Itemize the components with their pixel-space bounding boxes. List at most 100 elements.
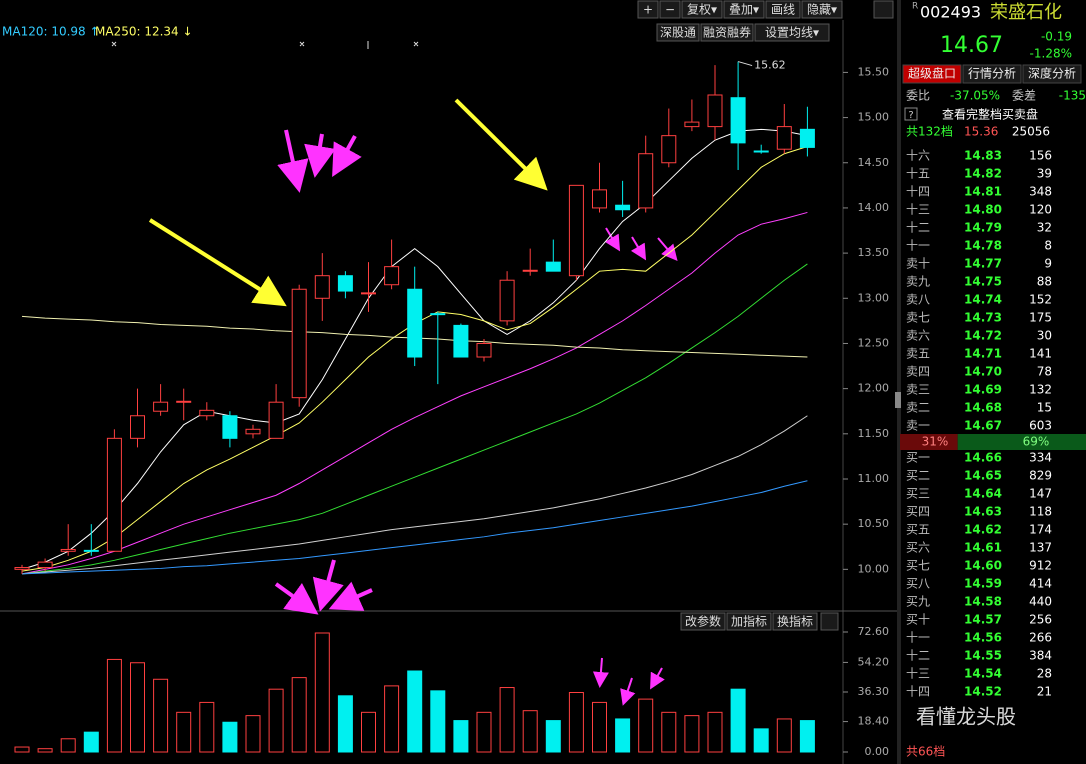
chart-button-label[interactable]: 融资融券 bbox=[703, 25, 751, 40]
volume-bar bbox=[153, 678, 169, 753]
volume-bar bbox=[799, 720, 815, 753]
level-price: 14.74 bbox=[964, 293, 1002, 307]
indicator-button[interactable] bbox=[772, 612, 818, 631]
level-volume: 175 bbox=[1029, 311, 1052, 325]
level-price: 14.79 bbox=[964, 221, 1002, 235]
level-volume: 21 bbox=[1037, 685, 1052, 699]
tab[interactable] bbox=[902, 64, 962, 84]
level-price: 14.81 bbox=[964, 185, 1002, 199]
candle-body bbox=[130, 415, 145, 439]
candle-body bbox=[37, 561, 53, 569]
splitter-handle[interactable] bbox=[895, 392, 901, 408]
level-price: 14.68 bbox=[964, 401, 1002, 415]
candle-body bbox=[291, 288, 307, 399]
level-volume: 912 bbox=[1029, 559, 1052, 573]
diff: -135 bbox=[1059, 89, 1086, 103]
candle-body bbox=[268, 401, 284, 439]
level-label: 买一 bbox=[906, 451, 930, 465]
level-volume: 440 bbox=[1029, 595, 1052, 609]
level-price: 14.71 bbox=[964, 347, 1002, 361]
ma-line bbox=[21, 263, 808, 575]
toolbar-button[interactable] bbox=[637, 0, 659, 19]
toolbar-button-label[interactable]: 画线 bbox=[771, 3, 795, 17]
indicator-button-label[interactable]: 改参数 bbox=[685, 614, 721, 629]
tab-label[interactable]: 深度分析 bbox=[1028, 66, 1076, 81]
tab-label[interactable]: 行情分析 bbox=[968, 67, 1016, 81]
split-bar bbox=[957, 434, 1086, 450]
annotation-pointer bbox=[737, 61, 753, 67]
change-pct: -1.28% bbox=[1030, 47, 1072, 61]
volume-bar bbox=[661, 711, 677, 753]
level-label: 十二 bbox=[906, 221, 930, 235]
level-volume: 30 bbox=[1037, 329, 1052, 343]
help-icon[interactable] bbox=[904, 107, 918, 121]
high-annotation: 15.62 bbox=[754, 59, 786, 72]
level-volume: 132 bbox=[1029, 383, 1052, 397]
level-price: 14.69 bbox=[964, 383, 1002, 397]
candle-body bbox=[430, 313, 446, 316]
level-price: 14.52 bbox=[964, 685, 1002, 699]
toolbar-button-label[interactable]: + bbox=[643, 3, 653, 17]
y-tick-label: 11.00 bbox=[858, 472, 890, 485]
indicator-button[interactable] bbox=[726, 612, 772, 631]
indicator-button[interactable] bbox=[680, 612, 726, 631]
toolbar-button-label[interactable]: 隐藏▾ bbox=[807, 3, 837, 17]
full-book-link[interactable]: 查看完整档买卖盘 bbox=[942, 107, 1038, 122]
expand-button[interactable] bbox=[873, 0, 894, 19]
ma-line bbox=[21, 480, 808, 575]
chart-button-label[interactable]: 设置均线▾ bbox=[765, 26, 819, 40]
level-price: 14.56 bbox=[964, 631, 1002, 645]
toolbar-button-label[interactable]: 复权▾ bbox=[687, 3, 717, 17]
volume-bar bbox=[176, 711, 192, 753]
toolbar-button[interactable] bbox=[659, 0, 681, 19]
level-volume: 118 bbox=[1029, 505, 1052, 519]
level-volume: 266 bbox=[1029, 631, 1052, 645]
volume-bar bbox=[707, 711, 723, 753]
level-volume: 88 bbox=[1037, 275, 1052, 289]
level-price: 14.77 bbox=[964, 257, 1002, 271]
chart-button[interactable] bbox=[700, 23, 754, 42]
split-bar bbox=[900, 434, 958, 450]
toolbar-button[interactable] bbox=[723, 0, 765, 19]
toolbar-button[interactable] bbox=[801, 0, 843, 19]
candle-body bbox=[545, 261, 561, 272]
tab[interactable] bbox=[1022, 64, 1082, 84]
y-tick-label: 54.20 bbox=[858, 655, 890, 668]
level-price: 14.82 bbox=[964, 167, 1002, 181]
indicator-button-label[interactable]: 换指标 bbox=[777, 614, 813, 629]
volume-bar bbox=[60, 738, 76, 753]
tab[interactable] bbox=[962, 64, 1022, 84]
toolbar-button[interactable] bbox=[765, 0, 801, 19]
level-label: 卖六 bbox=[906, 329, 930, 343]
toolbar-button[interactable] bbox=[681, 0, 723, 19]
level-volume: 147 bbox=[1029, 487, 1052, 501]
level-label: 买三 bbox=[906, 487, 930, 501]
level-label: 十四 bbox=[906, 185, 930, 199]
indicator-button-label[interactable]: 加指标 bbox=[731, 614, 767, 629]
help[interactable]: ? bbox=[908, 110, 913, 121]
tab-label[interactable]: 超级盘口 bbox=[908, 66, 956, 81]
volume-bar bbox=[684, 715, 700, 753]
candle-body bbox=[199, 409, 215, 417]
volume-bar bbox=[314, 632, 330, 753]
level-price: 14.60 bbox=[964, 559, 1002, 573]
level-volume: 174 bbox=[1029, 523, 1052, 537]
level-volume: 152 bbox=[1029, 293, 1052, 307]
chart-button[interactable] bbox=[754, 23, 830, 42]
level-volume: 348 bbox=[1029, 185, 1052, 199]
volume-bar bbox=[83, 731, 99, 753]
close-button[interactable] bbox=[820, 612, 839, 631]
volume-bar bbox=[291, 677, 307, 753]
chart-button-label[interactable]: 深股通 bbox=[660, 26, 696, 40]
split-label: 69% bbox=[1023, 435, 1050, 449]
watermark: 看懂龙头股 bbox=[916, 705, 1016, 729]
candle-body bbox=[684, 121, 700, 128]
change: -0.19 bbox=[1041, 30, 1072, 44]
chart-button[interactable] bbox=[656, 23, 700, 42]
level-volume: 137 bbox=[1029, 541, 1052, 555]
level-price: 14.57 bbox=[964, 613, 1002, 627]
level-volume: 39 bbox=[1037, 167, 1052, 181]
toolbar-button-label[interactable]: 叠加▾ bbox=[729, 3, 759, 17]
level-label: 十二 bbox=[906, 649, 930, 663]
toolbar-button-label[interactable]: − bbox=[665, 3, 675, 17]
